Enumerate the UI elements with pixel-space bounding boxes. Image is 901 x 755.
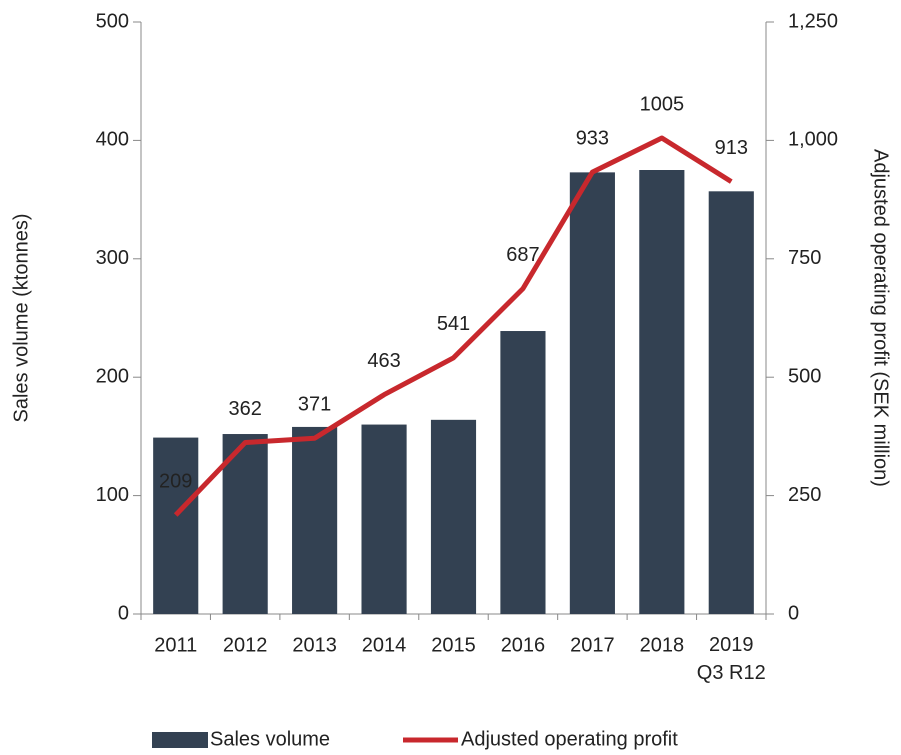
bar [153, 437, 199, 614]
legend-swatch [152, 732, 208, 748]
bar [222, 434, 268, 614]
y-tick-label: 300 [96, 247, 129, 269]
bar [430, 419, 477, 614]
y2-tick-label: 250 [788, 484, 821, 506]
data-label: 1005 [640, 93, 685, 115]
x-tick-label: 2013 [292, 634, 337, 656]
y2-tick-label: 500 [788, 365, 821, 387]
data-label: 209 [159, 470, 192, 492]
data-label: 687 [506, 244, 539, 266]
x-tick-label: 2011 [154, 634, 197, 656]
data-label: 362 [228, 398, 261, 420]
data-label: 913 [715, 137, 748, 159]
bar [639, 170, 685, 614]
y-tick-label: 0 [118, 602, 129, 624]
bar [708, 191, 754, 614]
x-tick-label: 2012 [223, 634, 268, 656]
y-tick-label: 500 [96, 10, 129, 32]
data-label: 541 [437, 313, 470, 335]
x-tick-label: 2019 Q3 R12 [697, 634, 766, 684]
legend-label: Sales volume [210, 728, 330, 750]
y-axis-title: Sales volume (ktonnes) [10, 214, 32, 423]
legend-label: Adjusted operating profit [461, 728, 678, 750]
x-tick-label: 2015 [431, 634, 476, 656]
x-tick-label: 2014 [362, 634, 407, 656]
y-tick-label: 200 [96, 365, 129, 387]
y2-tick-label: 1,250 [788, 10, 838, 32]
line [173, 135, 733, 517]
y-tick-label: 400 [96, 129, 129, 151]
data-label: 463 [367, 350, 400, 372]
y2-tick-label: 0 [788, 602, 799, 624]
y2-tick-label: 1,000 [788, 129, 838, 151]
bar [500, 331, 546, 614]
data-label: 371 [298, 394, 331, 416]
x-tick-label: 2016 [501, 634, 546, 656]
x-tick-label: 2017 [570, 634, 615, 656]
y2-tick-label: 750 [788, 247, 821, 269]
bar [569, 172, 615, 615]
bar [361, 424, 407, 614]
y-tick-label: 100 [96, 484, 129, 506]
y2-axis-title: Adjusted operating profit (SEK million) [870, 149, 892, 487]
data-label: 933 [576, 127, 609, 149]
x-tick-label: 2018 [640, 634, 685, 656]
bar [292, 426, 338, 614]
